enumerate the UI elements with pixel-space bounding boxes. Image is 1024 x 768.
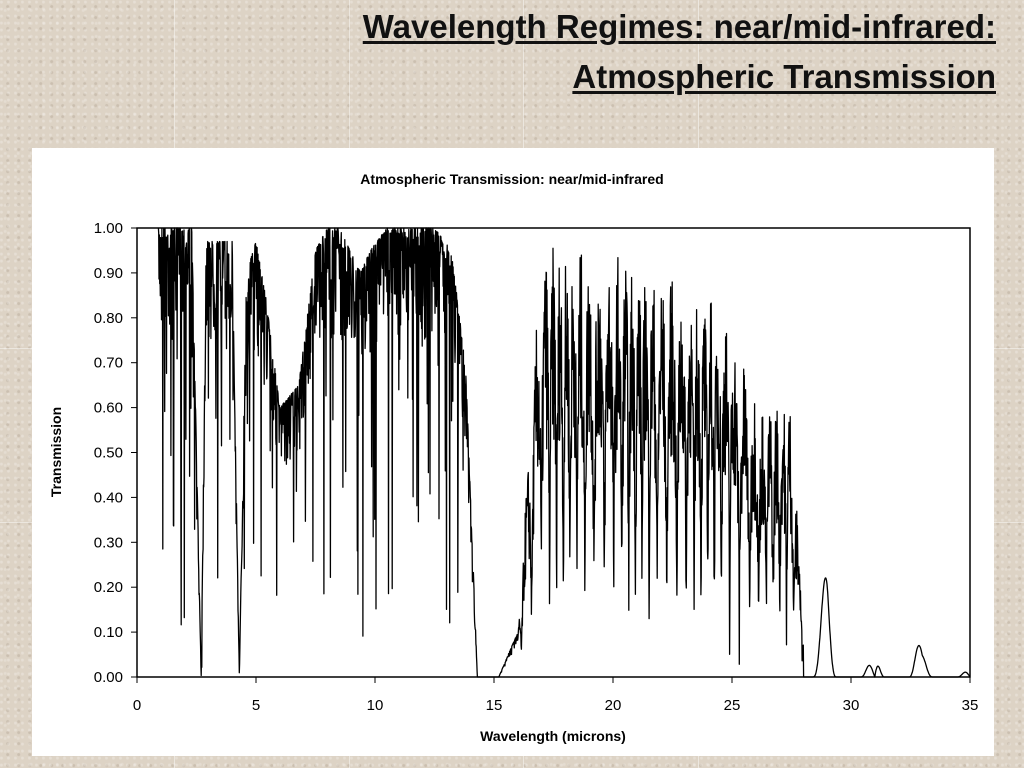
axis-ticks: 0 5 10 15 20 25 30 35 0.00 0.10 0.20 0.30 0.40 0.50 0.… <box>94 220 979 714</box>
y-tick-label: 0.80 <box>94 310 123 327</box>
transmission-chart: Atmospheric Transmission: near/mid-infra… <box>48 171 979 744</box>
y-tick-label: 0.90 <box>94 265 123 282</box>
slide-title-line-1: Wavelength Regimes: near/mid-infrared: <box>362 8 996 45</box>
chart-panel: Atmospheric Transmission: near/mid-infra… <box>32 148 994 756</box>
x-tick-label: 5 <box>252 697 260 714</box>
x-tick-label: 20 <box>605 697 622 714</box>
x-tick-label: 15 <box>486 697 503 714</box>
y-tick-label: 0.00 <box>94 669 123 686</box>
y-tick-label: 1.00 <box>94 220 123 237</box>
slide-title: Wavelength Regimes: near/mid-infrared: A… <box>96 2 996 102</box>
y-tick-label: 0.10 <box>94 624 123 641</box>
y-tick-label: 0.60 <box>94 400 123 417</box>
x-tick-label: 10 <box>367 697 384 714</box>
x-tick-label: 0 <box>133 697 141 714</box>
y-axis-title: Transmission <box>48 407 64 497</box>
y-tick-label: 0.30 <box>94 534 123 551</box>
slide-title-line-2: Atmospheric Transmission <box>572 58 996 95</box>
x-axis-title: Wavelength (microns) <box>480 728 626 744</box>
chart-title: Atmospheric Transmission: near/mid-infra… <box>360 171 663 187</box>
y-tick-label: 0.40 <box>94 489 123 506</box>
transmission-series <box>157 227 971 678</box>
y-tick-label: 0.70 <box>94 355 123 372</box>
x-tick-label: 30 <box>843 697 860 714</box>
x-tick-label: 25 <box>724 697 741 714</box>
y-tick-label: 0.50 <box>94 445 123 462</box>
y-tick-label: 0.20 <box>94 579 123 596</box>
x-tick-label: 35 <box>962 697 979 714</box>
transmission-line <box>157 227 971 678</box>
